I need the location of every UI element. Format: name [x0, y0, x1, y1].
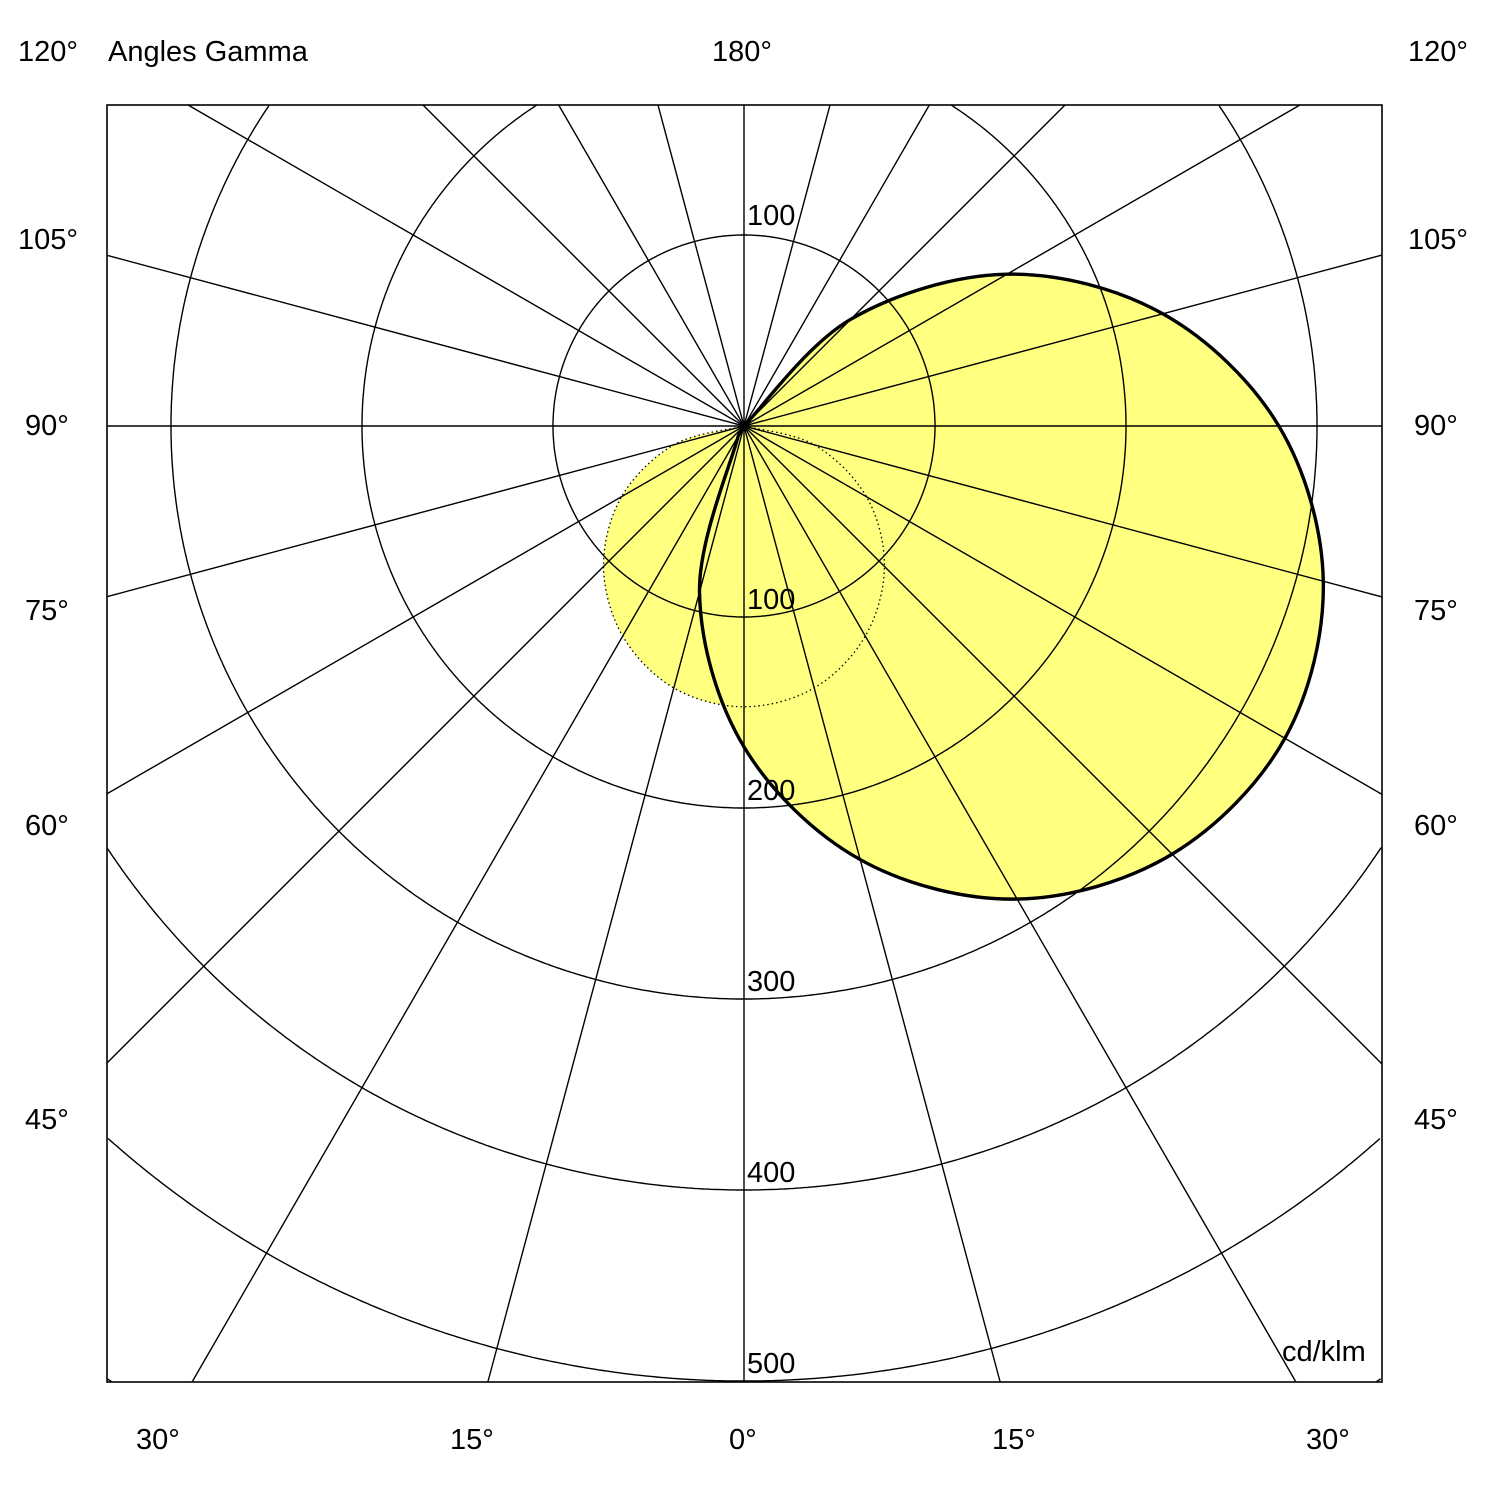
left-angle-label: 105°: [18, 224, 78, 256]
left-angle-label: 120°: [18, 36, 78, 68]
bottom-angle-label: 0°: [729, 1424, 757, 1456]
grid-ray: [106, 104, 1301, 795]
right-angle-label: 105°: [1408, 224, 1468, 256]
grid-ring: [170, 105, 1318, 1000]
plot-area: [106, 104, 1383, 1383]
top-angle-label: 180°: [712, 36, 772, 68]
ring-label: 100: [747, 584, 796, 616]
grid-ray: [558, 104, 1297, 1383]
grid-ring: [361, 104, 1127, 809]
grid-ray: [106, 104, 1066, 1064]
right-angle-label: 90°: [1414, 410, 1458, 442]
right-angle-label: 75°: [1414, 595, 1458, 627]
grid-ray: [187, 104, 1383, 795]
ring-label: 200: [747, 775, 796, 807]
ring-label-upper: 100: [747, 200, 796, 232]
ring-label: 300: [747, 966, 796, 998]
unit-label: cd/klm: [1282, 1336, 1366, 1368]
grid-ray: [657, 104, 1001, 1383]
right-angle-label: 120°: [1408, 36, 1468, 68]
bottom-angle-label: 15°: [992, 1424, 1036, 1456]
ring-label: 500: [747, 1348, 796, 1380]
grid-ring: [106, 1378, 1382, 1383]
bottom-angle-label: 30°: [136, 1424, 180, 1456]
grid-ray: [422, 104, 1383, 1065]
right-angle-label: 60°: [1414, 810, 1458, 842]
chart-title: Angles Gamma: [108, 36, 308, 68]
right-angle-label: 45°: [1414, 1104, 1458, 1136]
bottom-angle-label: 15°: [450, 1424, 494, 1456]
bottom-angle-label: 30°: [1306, 1424, 1350, 1456]
plot-frame: [106, 104, 1383, 1383]
series-fill-solid: [699, 274, 1324, 900]
ring-label: 400: [747, 1157, 796, 1189]
left-angle-label: 45°: [25, 1104, 69, 1136]
left-angle-label: 90°: [25, 410, 69, 442]
left-angle-label: 60°: [25, 810, 69, 842]
grid-ray: [487, 104, 831, 1383]
left-angle-label: 75°: [25, 595, 69, 627]
grid-ray: [191, 104, 930, 1383]
series-line-solid: [697, 272, 1326, 901]
